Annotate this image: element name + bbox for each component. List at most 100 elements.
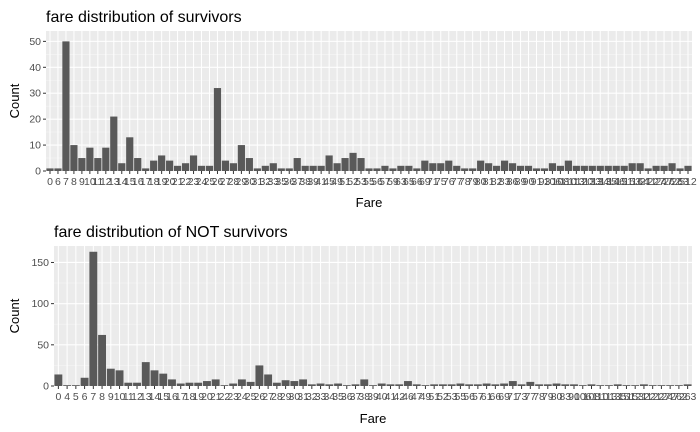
x-tick-label: 10	[114, 391, 126, 403]
x-tick-label: 28	[228, 176, 240, 188]
x-tick-label: 41	[385, 391, 397, 403]
x-tick-label: 73	[516, 391, 528, 403]
x-tick-label: 90	[568, 391, 580, 403]
x-tick-label: 4	[64, 391, 70, 403]
bar	[78, 158, 86, 171]
bar	[325, 384, 334, 386]
bar	[666, 385, 675, 386]
x-tick-label: 80	[475, 176, 487, 188]
x-tick-label: 81	[483, 176, 495, 188]
x-tick-label: 32	[306, 391, 318, 403]
bar	[168, 379, 176, 386]
y-tick-label: 50	[37, 339, 49, 351]
x-tick-label: 38	[358, 391, 370, 403]
x-tick-label: 52	[437, 391, 449, 403]
bar	[535, 384, 543, 386]
x-tick-label: 39	[307, 176, 319, 188]
bar	[269, 163, 277, 171]
x-tick-label: 24	[236, 391, 248, 403]
bar	[221, 160, 230, 171]
bar	[377, 383, 386, 386]
x-tick-label: 40	[376, 391, 388, 403]
bar	[334, 383, 342, 386]
x-tick-label: 89	[515, 176, 527, 188]
bar	[465, 384, 474, 386]
x-tick-label: 15	[157, 391, 169, 403]
x-tick-label: 31	[297, 391, 309, 403]
x-tick-label: 25	[245, 391, 257, 403]
bar	[413, 168, 421, 171]
bar	[365, 168, 373, 171]
bar	[587, 384, 596, 386]
x-tick-label: 83	[499, 176, 511, 188]
bar	[307, 384, 316, 386]
x-tick-label: 113	[601, 391, 618, 403]
x-tick-label: 263	[679, 391, 697, 403]
x-tick-label: 26	[212, 176, 224, 188]
x-tick-label: 151	[615, 176, 633, 188]
x-tick-label: 82	[491, 176, 503, 188]
y-tick-label: 0	[43, 381, 49, 393]
y-tick-label: 50	[29, 36, 41, 48]
x-tick-label: 21	[172, 176, 184, 188]
bar	[63, 385, 72, 386]
bar	[203, 381, 211, 386]
bar	[115, 370, 124, 386]
bar	[46, 168, 54, 171]
x-tick-label: 7	[63, 176, 69, 188]
bar	[102, 147, 110, 171]
bar	[564, 160, 572, 171]
bar	[612, 165, 620, 171]
bar	[124, 382, 133, 386]
x-tick-label: 76	[443, 176, 455, 188]
y-axis-title: Count	[7, 83, 22, 118]
bar	[556, 165, 564, 171]
bar	[540, 168, 549, 171]
chart-title: fare distribution of survivors	[46, 9, 242, 26]
bar	[150, 370, 159, 386]
bar	[580, 165, 588, 171]
x-tick-label: 7	[90, 391, 96, 403]
bar	[106, 368, 115, 386]
x-tick-label: 27	[220, 176, 232, 188]
x-tick-label: 135	[599, 176, 617, 188]
x-tick-label: 38	[299, 176, 311, 188]
bar	[453, 165, 461, 171]
x-tick-label: 78	[459, 176, 471, 188]
bar	[293, 158, 301, 171]
bar	[98, 334, 107, 386]
bar	[245, 158, 253, 171]
x-tick-label: 79	[467, 176, 479, 188]
x-tick-label: 69	[498, 391, 510, 403]
bar	[281, 380, 290, 386]
bar	[628, 163, 636, 171]
x-tick-label: 83	[559, 391, 571, 403]
x-tick-label: 27	[262, 391, 274, 403]
x-tick-label: 164	[631, 176, 649, 188]
bar	[54, 374, 63, 386]
x-tick-label: 37	[291, 176, 303, 188]
x-tick-label: 45	[323, 176, 335, 188]
bar	[70, 145, 78, 171]
bar	[255, 365, 264, 386]
x-tick-label: 134	[592, 176, 610, 188]
bar	[596, 385, 605, 386]
bar	[229, 383, 238, 386]
bar	[405, 165, 413, 171]
bar	[657, 385, 666, 386]
bar	[412, 384, 421, 386]
bar	[461, 168, 469, 171]
x-axis-title: Fare	[360, 411, 387, 426]
x-tick-label: 11	[92, 176, 103, 188]
x-tick-label: 49	[331, 176, 343, 188]
x-tick-label: 10	[84, 176, 96, 188]
y-tick-label: 40	[29, 62, 41, 74]
x-tick-label: 17	[175, 391, 187, 403]
x-tick-label: 14	[149, 391, 161, 403]
bar	[570, 384, 578, 386]
x-tick-label: 20	[164, 176, 176, 188]
x-tick-label: 106	[574, 391, 592, 403]
x-tick-label: 28	[271, 391, 283, 403]
bar	[438, 384, 447, 386]
bar	[620, 165, 628, 171]
